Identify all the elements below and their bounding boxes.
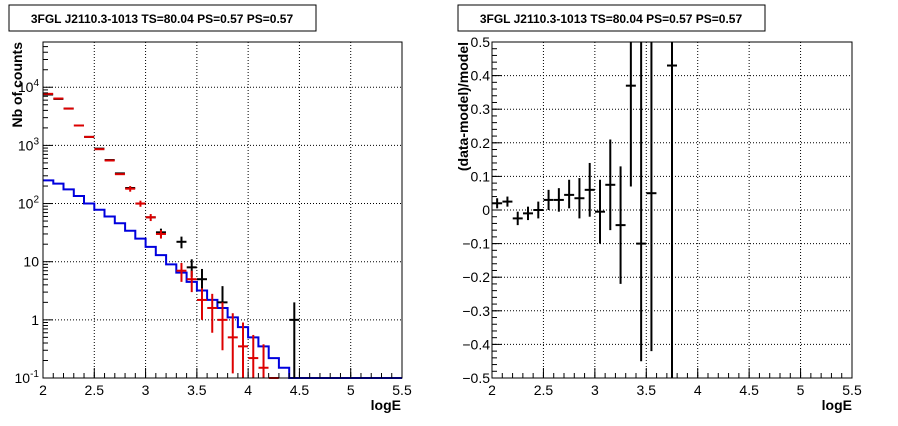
model-point: [125, 186, 136, 192]
residual-point: [636, 42, 647, 362]
model-component-step: [43, 179, 402, 379]
left-x-tick-label: 2.5: [85, 382, 105, 398]
right-x-tick-label: 5: [797, 382, 805, 398]
model-point: [155, 230, 166, 239]
model-point: [217, 302, 228, 351]
right-y-tick-label: −0.5: [462, 370, 490, 386]
residual-point: [543, 189, 554, 210]
left-panel: 3FGL J2110.3-1013 TS=80.04 PS=0.57 PS=0.…: [0, 0, 449, 421]
residual-point: [595, 179, 605, 244]
residual-point: [553, 188, 564, 212]
data-point: [289, 302, 300, 378]
model-point: [238, 322, 249, 378]
right-x-tick-label: 2: [488, 382, 496, 398]
right-panel-background: [449, 0, 898, 421]
residual-point: [512, 211, 523, 226]
left-x-axis-label: logE: [371, 397, 401, 413]
residual-point: [615, 166, 626, 284]
right-x-axis-label: logE: [822, 397, 852, 413]
left-y-tick-label: 1: [31, 312, 39, 328]
right-y-tick-label: −0.1: [462, 236, 490, 252]
residual-point: [523, 206, 533, 221]
right-y-axis-label: (data-model)/model: [455, 42, 471, 171]
residual-point: [564, 179, 575, 209]
left-y-tick-label: 10: [23, 254, 39, 270]
left-x-tick-label: 5: [347, 382, 355, 398]
model-point: [135, 200, 146, 207]
model-point: [145, 214, 156, 222]
right-title-box: [457, 4, 766, 32]
left-x-tick-label: 2: [39, 382, 47, 398]
right-y-tick-label: 0.5: [471, 34, 491, 50]
right-y-tick-label: −0.4: [462, 336, 490, 352]
right-x-tick-label: 4.5: [739, 382, 759, 398]
left-x-tick-label: 3: [142, 382, 150, 398]
left-y-tick-label: 10-1: [15, 369, 40, 386]
left-plot-frame: [42, 41, 403, 379]
left-y-tick-label: 104: [18, 78, 40, 95]
right-ticks: 2 2.5 3 3.5 4 4.5 5 5.5 −0.5 −0.4 −0.3 −0.2 −0.1 0 0.1…: [462, 34, 862, 398]
model-point: [258, 344, 269, 378]
residual-point: [667, 42, 677, 378]
left-ticks: 2 2.5 3 3.5 4 4.5 5 5.5 10-1 1 10 102 103 104: [15, 46, 412, 398]
residual-point: [646, 42, 657, 352]
model-point: [196, 288, 207, 320]
left-marks: [43, 92, 402, 379]
left-y-tick-label: 103: [18, 136, 40, 153]
left-x-tick-label: 5.5: [392, 382, 412, 398]
right-x-tick-label: 4: [694, 382, 702, 398]
model-point: [207, 293, 218, 333]
residual-point: [533, 201, 544, 219]
right-x-tick-label: 3: [591, 382, 599, 398]
right-x-tick-label: 5.5: [842, 382, 862, 398]
right-title: 3FGL J2110.3-1013 TS=80.04 PS=0.57 PS=0.…: [480, 12, 743, 26]
right-y-tick-label: 0: [482, 202, 490, 218]
model-point: [176, 262, 187, 282]
left-x-tick-label: 4.5: [290, 382, 310, 398]
right-x-tick-label: 3.5: [637, 382, 657, 398]
left-panel-background: [0, 0, 449, 421]
residual-point: [625, 42, 636, 187]
left-x-tick-label: 3.5: [187, 382, 207, 398]
residual-point: [584, 162, 595, 217]
right-y-tick-label: 0.2: [471, 135, 491, 151]
left-y-axis-label: Nb of counts: [9, 42, 25, 128]
right-y-tick-label: 0.3: [471, 101, 491, 117]
left-title: 3FGL J2110.3-1013 TS=80.04 PS=0.57 PS=0.…: [31, 12, 294, 26]
right-y-tick-label: 0.1: [471, 168, 491, 184]
left-y-tick-label: 102: [18, 195, 40, 212]
residual-point: [605, 139, 616, 231]
left-title-box: [8, 4, 317, 32]
left-x-tick-label: 4: [244, 382, 252, 398]
right-marks: [492, 42, 677, 378]
right-y-tick-label: −0.2: [462, 269, 490, 285]
model-point: [186, 270, 197, 293]
right-panel: 3FGL J2110.3-1013 TS=80.04 PS=0.57 PS=0.…: [449, 0, 898, 421]
right-x-tick-label: 2.5: [534, 382, 554, 398]
right-y-tick-label: −0.3: [462, 303, 490, 319]
right-y-tick-label: 0.4: [471, 68, 491, 84]
residual-point: [502, 196, 513, 207]
residual-point: [574, 178, 585, 219]
model-point: [248, 334, 259, 378]
data-point: [176, 236, 187, 249]
model-point: [227, 313, 238, 374]
